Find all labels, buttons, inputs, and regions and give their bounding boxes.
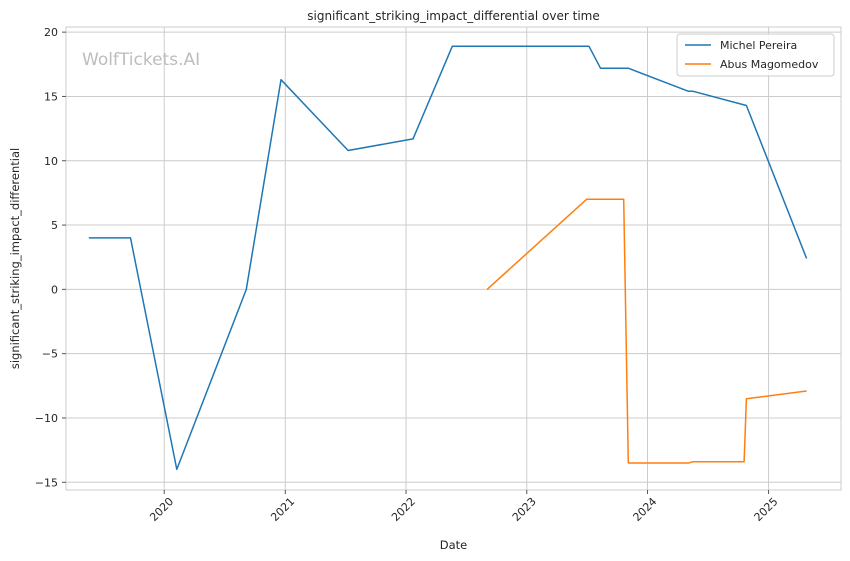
y-axis-ticks: 20 15 10 5 0 −5 −10 −15 [35,26,66,489]
series-line-2 [486,198,807,464]
legend: Michel Pereira Abus Magomedov [676,33,835,77]
grid-lines [66,27,841,490]
y-tick-label: 20 [44,26,58,39]
y-tick-label: −15 [35,476,58,489]
x-axis-label: Date [440,538,468,552]
legend-label: Abus Magomedov [720,58,819,71]
chart-title: significant_striking_impact_differential… [307,9,599,23]
series-line-1 [88,45,808,471]
series-lines [88,45,808,471]
y-axis-label: significant_striking_impact_differential [8,148,22,369]
y-tick-label: −5 [42,348,58,361]
watermark: WolfTickets.AI [82,50,200,70]
y-tick-label: 15 [44,90,58,103]
y-tick-label: 5 [51,219,58,232]
plot-area-frame [65,26,842,491]
legend-box [676,33,835,77]
legend-label: Michel Pereira [720,39,797,52]
y-tick-label: 10 [44,155,58,168]
y-tick-label: −10 [35,412,58,425]
y-tick-label: 0 [51,283,58,296]
